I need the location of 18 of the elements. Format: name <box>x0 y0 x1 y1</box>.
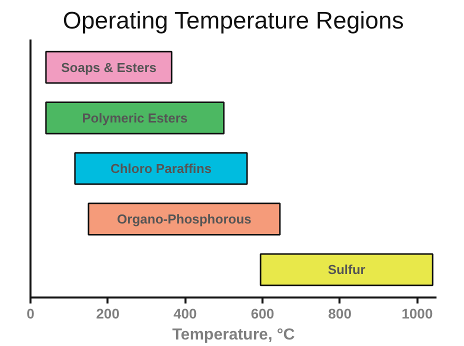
y-tick-label: Polymeric Esters <box>82 110 188 126</box>
bar <box>74 152 248 185</box>
bar <box>45 101 225 134</box>
bar <box>260 253 434 286</box>
x-tick-label: 0 <box>26 306 35 322</box>
bar <box>88 202 281 236</box>
x-axis-title: Temperature, °C <box>172 326 296 344</box>
x-tick-label: 600 <box>250 306 274 322</box>
y-tick-label: Sulfur <box>328 262 366 278</box>
chart-title: Operating Temperature Regions <box>62 8 404 34</box>
x-tick-label: 400 <box>173 306 198 322</box>
bar <box>45 50 172 84</box>
x-tick-label: 200 <box>96 306 120 322</box>
x-tick-label: 800 <box>328 306 352 322</box>
y-tick-label: Soaps & Esters <box>61 60 156 75</box>
y-tick-label: Chloro Paraffins <box>110 161 212 176</box>
x-tick-label: 1000 <box>402 306 433 322</box>
y-tick-label: Organo-Phosphorous <box>117 212 252 227</box>
